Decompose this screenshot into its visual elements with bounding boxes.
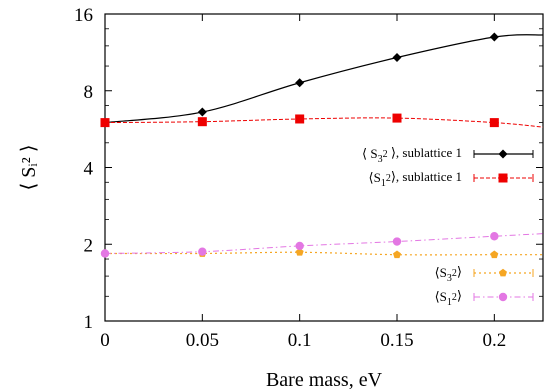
data-point (393, 250, 401, 259)
legend-marker (498, 173, 508, 183)
legend-label: ⟨ S32 ⟩, sublattice 1 (362, 145, 462, 165)
x-tick-label: 0.1 (288, 330, 312, 351)
x-tick-label: 0.2 (482, 330, 506, 351)
x-tick-label: 0 (100, 330, 110, 351)
series-line (104, 117, 544, 128)
data-point (392, 53, 402, 63)
series-4 (100, 232, 544, 258)
series-1 (100, 32, 544, 128)
series-3 (101, 248, 543, 259)
y-tick-label: 2 (84, 235, 94, 256)
y-tick-label: 4 (84, 159, 94, 180)
data-point (392, 113, 402, 123)
data-point (100, 118, 110, 128)
y-axis-ticks: 1 2 4 8 16 (74, 5, 543, 333)
y-tick-label: 8 (84, 82, 94, 103)
data-point (295, 78, 305, 88)
plot-frame (104, 13, 544, 322)
series-line (104, 251, 543, 256)
x-tick-label: 0.05 (186, 330, 219, 351)
legend-label: ⟨S32⟩ (435, 264, 462, 284)
data-point (197, 107, 207, 117)
data-point (100, 249, 110, 258)
legend-label: ⟨S12⟩, sublattice 1 (369, 169, 462, 189)
series-layer (100, 32, 544, 259)
data-point (295, 114, 305, 124)
data-point (198, 247, 207, 256)
legend-entry-4: ⟨S12⟩ (435, 288, 534, 308)
y-tick-label: 16 (74, 5, 93, 26)
x-axis-label: Bare mass, eV (266, 369, 383, 391)
data-point (197, 117, 207, 127)
plot-area-border (104, 13, 544, 322)
series-line (104, 34, 544, 124)
series-line (104, 233, 544, 254)
x-axis-ticks: 0 0.05 0.1 0.15 0.2 (100, 14, 506, 351)
data-point (295, 241, 304, 251)
y-axis-label: ⟨ Sᵢ² ⟩ (18, 145, 40, 191)
y-tick-label: 1 (84, 312, 94, 333)
legend-entry-3: ⟨S32⟩ (435, 264, 534, 284)
data-point (489, 32, 499, 42)
data-point (490, 250, 499, 259)
legend-marker (498, 149, 508, 159)
legend: ⟨ S32 ⟩, sublattice 1 ⟨S12⟩, sublattice 1… (362, 145, 534, 308)
data-point (295, 248, 304, 256)
legend-marker (498, 292, 508, 302)
data-point (490, 232, 499, 241)
legend-marker (499, 268, 507, 277)
data-point (392, 237, 402, 246)
data-point (489, 118, 499, 128)
legend-entry-1: ⟨ S32 ⟩, sublattice 1 (362, 145, 534, 165)
x-tick-label: 0.15 (380, 330, 413, 351)
series-2 (100, 113, 544, 128)
legend-label: ⟨S12⟩ (435, 288, 462, 308)
legend-entry-2: ⟨S12⟩, sublattice 1 (369, 169, 534, 189)
